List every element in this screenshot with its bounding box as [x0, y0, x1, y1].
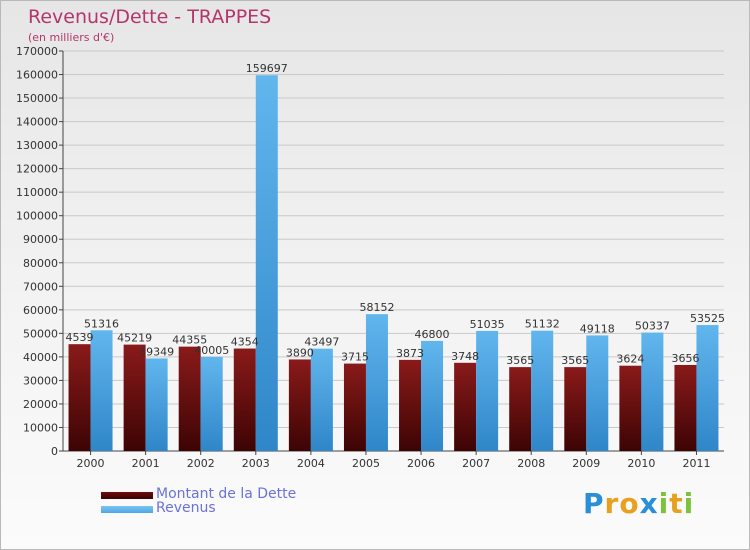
bar-debt	[123, 344, 146, 451]
bar-revenue	[696, 325, 719, 451]
y-tick-label: 160000	[16, 69, 58, 82]
data-label-revenue: 58152	[359, 301, 394, 314]
data-label-debt: 3715	[341, 351, 369, 364]
data-label-revenue: 51316	[84, 317, 119, 330]
x-tick-label: 2010	[627, 457, 655, 470]
data-label-revenue: 46800	[415, 328, 450, 341]
y-tick-label: 120000	[16, 163, 58, 176]
x-tick-label: 2001	[132, 457, 160, 470]
bar-revenue	[531, 330, 554, 451]
bar-debt	[674, 364, 697, 451]
bar-revenue	[255, 75, 278, 451]
data-label-revenue: 43497	[304, 336, 339, 349]
legend-swatch-debt	[101, 492, 153, 499]
x-tick-label: 2002	[187, 457, 215, 470]
y-tick-label: 20000	[23, 398, 58, 411]
data-label-debt: 3624	[616, 353, 644, 366]
data-label-revenue: 40005	[194, 344, 229, 357]
data-label-revenue: 51132	[525, 318, 560, 331]
data-label-debt: 3656	[671, 352, 699, 365]
bar-debt	[619, 365, 642, 451]
y-tick-label: 100000	[16, 210, 58, 223]
logo-letter: P	[583, 487, 605, 520]
bar-revenue	[421, 340, 444, 451]
x-tick-label: 2006	[407, 457, 435, 470]
bar-revenue	[200, 356, 223, 451]
y-tick-label: 90000	[23, 233, 58, 246]
legend-label-debt: Montant de la Dette	[156, 486, 297, 502]
y-tick-label: 170000	[16, 45, 58, 58]
x-tick-label: 2007	[462, 457, 490, 470]
bar-debt	[68, 344, 91, 451]
logo-letter: r	[604, 487, 620, 520]
bar-revenue	[586, 335, 609, 451]
y-tick-label: 30000	[23, 374, 58, 387]
y-tick-label: 130000	[16, 139, 58, 152]
data-label-revenue: 51035	[470, 318, 505, 331]
chart-title: Revenus/Dette - TRAPPES	[28, 6, 272, 28]
x-tick-label: 2009	[572, 457, 600, 470]
bar-debt	[509, 367, 532, 451]
bar-debt	[288, 359, 311, 451]
data-label-debt: 4354	[231, 336, 259, 349]
bar-revenue	[641, 332, 664, 451]
bar-debt	[399, 359, 422, 451]
bar-debt	[454, 362, 477, 451]
y-tick-label: 140000	[16, 116, 58, 129]
logo-letter: i	[683, 487, 695, 520]
bar-revenue	[310, 348, 333, 451]
data-label-revenue: 39349	[139, 345, 174, 358]
x-tick-label: 2000	[77, 457, 105, 470]
bar-revenue	[145, 358, 168, 451]
data-label-revenue: 49118	[580, 322, 615, 335]
data-label-debt: 3565	[561, 354, 589, 367]
data-label-debt: 3890	[286, 346, 314, 359]
logo-letter: i	[658, 487, 670, 520]
y-tick-label: 50000	[23, 327, 58, 340]
logo-letter: x	[639, 487, 659, 520]
y-tick-label: 60000	[23, 304, 58, 317]
legend-swatch-revenue	[101, 506, 153, 513]
legend-label-revenue: Revenus	[156, 500, 216, 516]
bar-revenue	[476, 330, 499, 451]
y-tick-label: 80000	[23, 257, 58, 270]
x-tick-label: 2008	[517, 457, 545, 470]
bar-revenue	[90, 330, 113, 451]
bar-revenue	[365, 314, 388, 451]
bar-debt	[343, 363, 366, 451]
x-tick-label: 2003	[242, 457, 270, 470]
y-tick-label: 40000	[23, 351, 58, 364]
y-tick-label: 10000	[23, 421, 58, 434]
data-label-debt: 4539	[66, 331, 94, 344]
bar-debt	[564, 367, 587, 451]
bar-debt	[178, 346, 201, 451]
data-label-debt: 3873	[396, 347, 424, 360]
data-label-revenue: 53525	[690, 312, 725, 325]
chart-subtitle: (en milliers d'€)	[28, 31, 115, 44]
data-label-debt: 3748	[451, 350, 479, 363]
data-label-debt: 3565	[506, 354, 534, 367]
data-label-revenue: 50337	[635, 320, 670, 333]
bar-debt	[233, 348, 256, 451]
x-tick-label: 2005	[352, 457, 380, 470]
y-tick-label: 110000	[16, 186, 58, 199]
data-label-debt: 45219	[117, 332, 152, 345]
data-label-debt: 44355	[172, 334, 207, 347]
x-tick-label: 2004	[297, 457, 325, 470]
y-tick-label: 150000	[16, 92, 58, 105]
logo-letter: o	[619, 487, 640, 520]
proxiti-logo: Proxiti	[583, 487, 694, 520]
logo-letter: t	[669, 487, 684, 520]
y-tick-label: 70000	[23, 280, 58, 293]
data-label-revenue: 159697	[246, 62, 288, 75]
y-tick-label: 0	[51, 445, 58, 458]
x-tick-label: 2011	[682, 457, 710, 470]
